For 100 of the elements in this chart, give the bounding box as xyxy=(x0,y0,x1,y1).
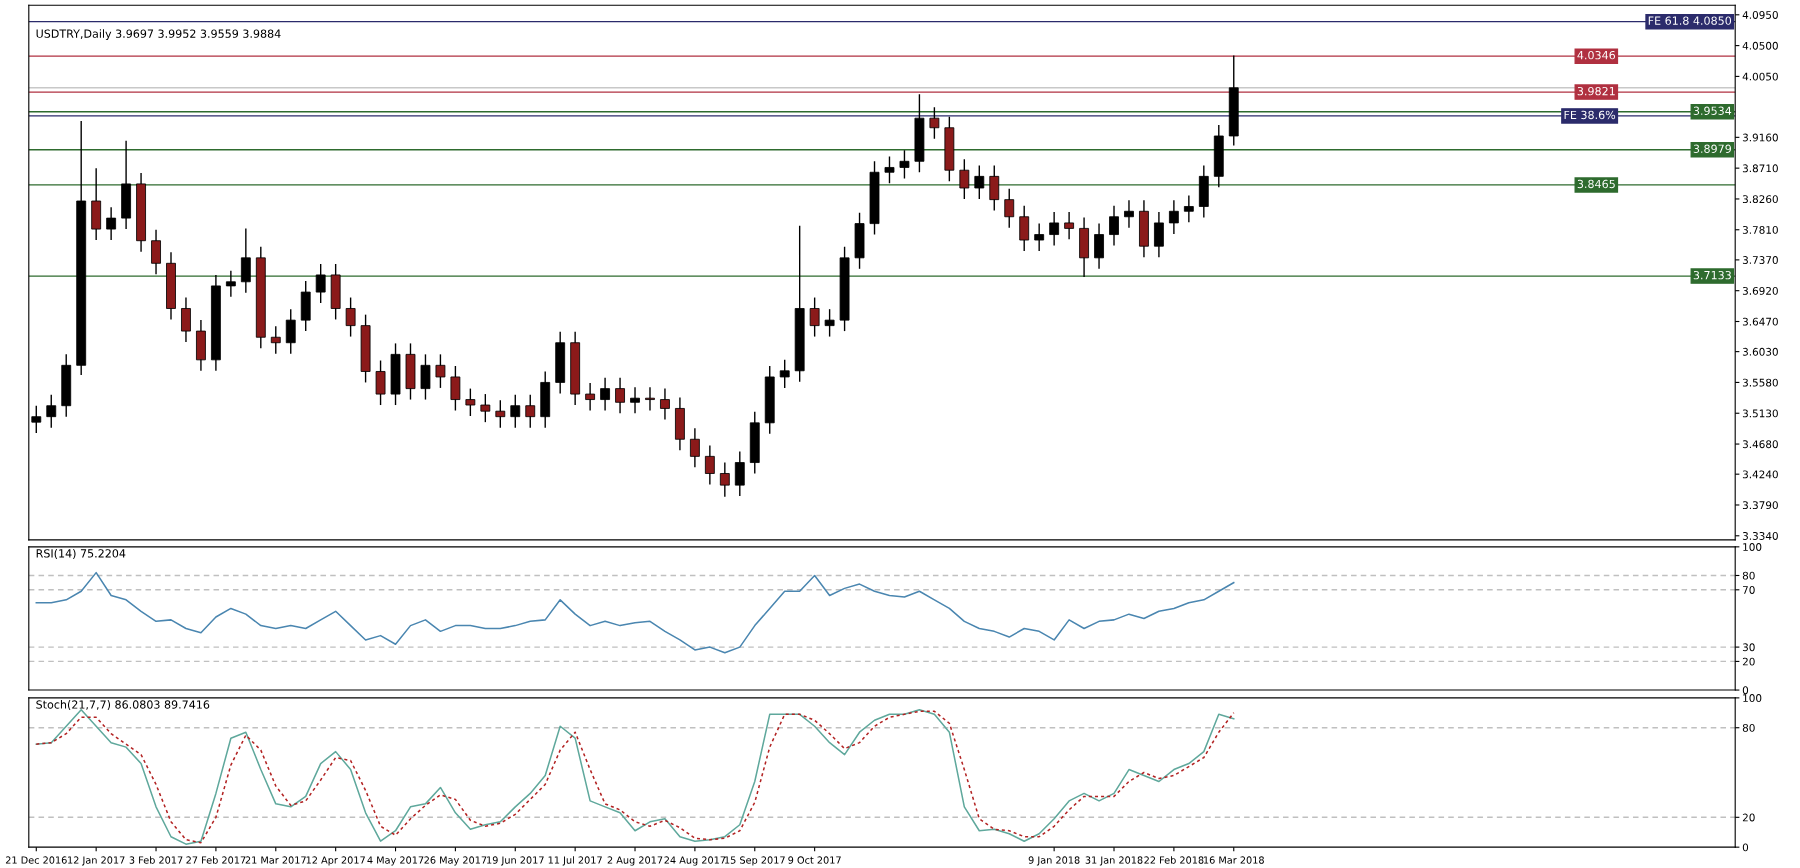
y-tick-label: 4.0500 xyxy=(1742,41,1778,50)
y-tick-label: 3.3340 xyxy=(1742,532,1778,540)
y-tick-label: 100 xyxy=(1743,543,1762,551)
x-tick-label: 12 Apr 2017 xyxy=(306,856,365,866)
y-tick-label: 3.4680 xyxy=(1742,440,1778,449)
x-tick-label: 24 Aug 2017 xyxy=(664,856,726,866)
candlestick xyxy=(435,354,446,388)
candlestick xyxy=(46,394,57,428)
x-tick-label: 21 Mar 2017 xyxy=(245,856,306,864)
ref-line-label: 4.0346 xyxy=(1577,50,1616,60)
candlestick xyxy=(31,405,42,434)
x-tick-label: 2 Aug 2017 xyxy=(607,856,663,866)
candlestick xyxy=(989,165,1000,211)
candlestick xyxy=(106,207,117,241)
candlestick xyxy=(1154,211,1164,258)
candlestick xyxy=(630,387,640,414)
candlestick xyxy=(525,394,536,428)
candlestick xyxy=(824,309,835,337)
x-tick-label: 15 Sep 2017 xyxy=(725,856,785,866)
x-tick-label: 12 Jan 2017 xyxy=(68,856,125,866)
y-tick-label: 4.0050 xyxy=(1742,72,1778,81)
candlestick xyxy=(1183,195,1194,223)
x-tick-label: 19 Jun 2017 xyxy=(487,856,544,866)
y-tick-label: 100 xyxy=(1743,694,1762,702)
candlestick xyxy=(315,263,326,304)
x-tick-label: 16 Mar 2018 xyxy=(1204,856,1264,864)
x-tick-label: 9 Jan 2018 xyxy=(1028,856,1080,866)
candlestick xyxy=(809,297,820,337)
y-tick-label: 20 xyxy=(1742,813,1755,822)
candlestick xyxy=(450,365,461,411)
candlestick xyxy=(645,387,655,411)
y-tick-label: 3.8260 xyxy=(1742,195,1778,204)
x-tick-label: 26 May 2017 xyxy=(424,856,487,866)
candlestick xyxy=(899,150,910,179)
line-series xyxy=(35,571,1235,654)
candlestick xyxy=(974,165,985,199)
chart-title: RSI(14) 75.2204 xyxy=(36,549,126,559)
candlestick xyxy=(495,400,506,428)
y-tick-label: 3.6030 xyxy=(1742,347,1778,356)
y-tick-label: 30 xyxy=(1742,643,1755,652)
x-tick-label: 11 Jul 2017 xyxy=(548,856,602,866)
candlestick xyxy=(480,394,491,423)
candlestick xyxy=(704,445,715,485)
candlestick xyxy=(615,377,625,414)
x-tick-label: 4 May 2017 xyxy=(367,856,424,866)
candlestick xyxy=(1094,223,1104,269)
y-tick-label: 3.9160 xyxy=(1742,133,1778,142)
y-tick-label: 0 xyxy=(1742,843,1749,852)
x-tick-label: 21 Dec 2016 xyxy=(5,856,67,864)
candlestick xyxy=(345,297,356,337)
y-tick-label: 3.5130 xyxy=(1742,409,1778,418)
candlestick xyxy=(1124,200,1134,228)
ref-line-label: 3.9821 xyxy=(1577,86,1615,96)
candlestick xyxy=(181,297,191,343)
candlestick xyxy=(1049,211,1060,246)
y-tick-label: 3.6470 xyxy=(1742,317,1778,326)
candlestick xyxy=(240,228,251,293)
candlestick xyxy=(779,359,790,388)
candlestick xyxy=(1064,211,1075,240)
y-tick-label: 3.5580 xyxy=(1742,378,1778,387)
candlestick xyxy=(734,451,745,497)
candlestick xyxy=(1034,223,1045,251)
y-tick-label: 80 xyxy=(1742,571,1755,580)
x-tick-label: 22 Feb 2018 xyxy=(1144,856,1204,864)
candlestick xyxy=(225,270,236,297)
x-tick-label: 3 Feb 2017 xyxy=(129,856,183,864)
ref-line-label: FE 61.8 4.0850 xyxy=(1648,16,1732,25)
ref-line-label: 3.7133 xyxy=(1693,270,1731,280)
y-tick-label: 3.3790 xyxy=(1742,501,1778,510)
candlestick xyxy=(689,428,700,468)
candlestick xyxy=(1168,200,1179,234)
candlestick xyxy=(1004,188,1015,228)
y-tick-label: 20 xyxy=(1742,657,1755,666)
y-tick-label: 3.4240 xyxy=(1742,470,1778,479)
candlestick xyxy=(929,107,940,139)
candlestick xyxy=(1019,205,1030,251)
candlestick xyxy=(510,394,521,428)
y-tick-label: 3.8710 xyxy=(1742,164,1778,173)
y-tick-label: 70 xyxy=(1743,586,1755,594)
candlestick xyxy=(600,377,610,411)
x-tick-label: 9 Oct 2017 xyxy=(788,856,841,864)
ref-line-label: FE 38.6% xyxy=(1564,110,1616,120)
candlestick xyxy=(660,388,670,420)
y-tick-label: 3.7370 xyxy=(1742,256,1778,264)
candlestick xyxy=(959,159,970,199)
x-tick-label: 27 Feb 2017 xyxy=(186,856,246,864)
candlestick xyxy=(420,354,431,400)
candlestick xyxy=(375,360,386,406)
ref-line-label: 3.8979 xyxy=(1693,144,1732,153)
candlestick xyxy=(719,462,730,497)
candlestick xyxy=(884,156,895,184)
y-tick-label: 4.0950 xyxy=(1742,11,1778,19)
ref-line-label: 3.9534 xyxy=(1693,106,1732,115)
y-tick-label: 3.7810 xyxy=(1742,225,1778,234)
candlestick xyxy=(585,383,596,411)
y-tick-label: 80 xyxy=(1742,723,1755,732)
x-tick-label: 31 Jan 2018 xyxy=(1085,856,1143,866)
ref-line-label: 3.8465 xyxy=(1577,179,1615,189)
y-tick-label: 0 xyxy=(1742,686,1749,695)
text: USDTRY,Daily 3.9697 3.9952 3.9559 3.9884 xyxy=(36,29,281,41)
